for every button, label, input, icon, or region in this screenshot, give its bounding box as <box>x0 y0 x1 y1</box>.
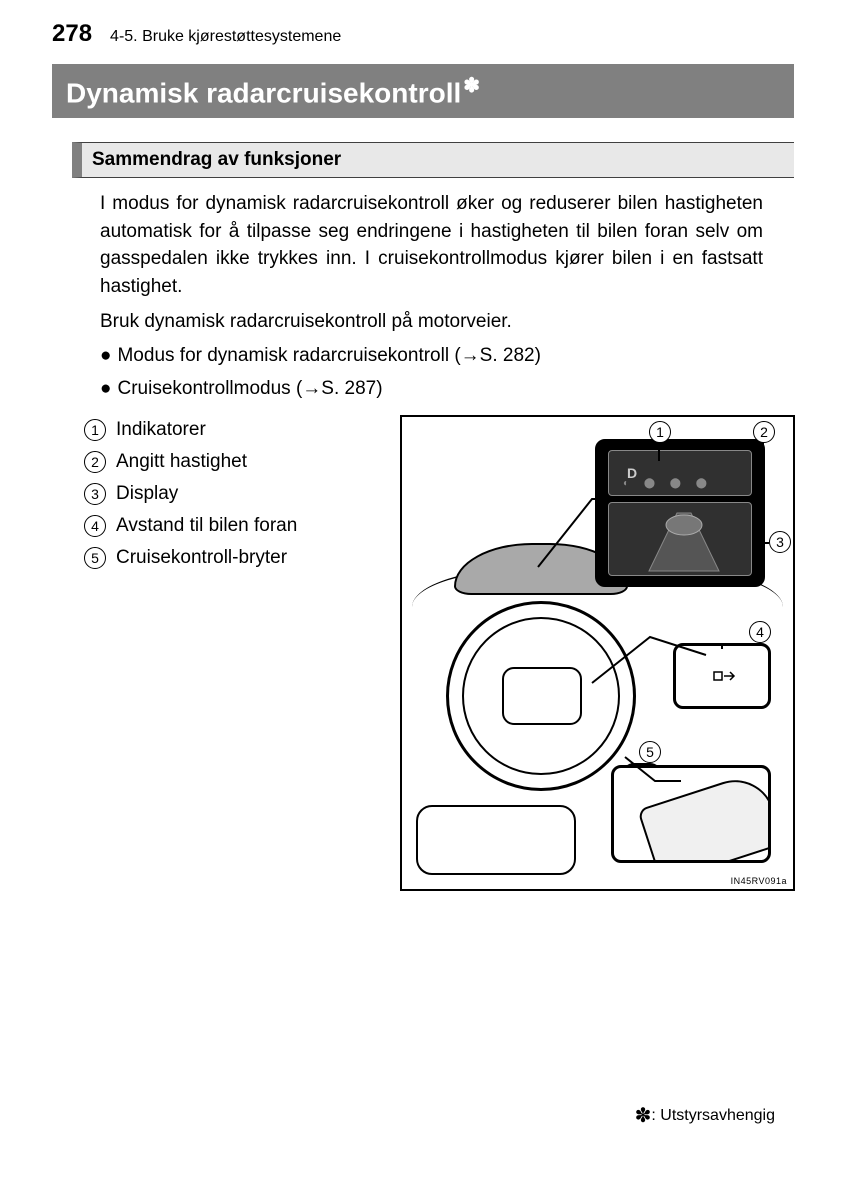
numbered-list: 1 Indikatorer 2 Angitt hastighet 3 Displ… <box>84 415 380 579</box>
callout-4: 4 <box>749 621 771 643</box>
bullet-item: ● Modus for dynamisk radarcruisekontroll… <box>100 342 763 370</box>
section-label: 4-5. Bruke kjørestøttesystemene <box>110 28 341 46</box>
list-item: 3 Display <box>84 483 380 505</box>
circled-number-icon: 4 <box>84 515 106 537</box>
title-main: Dynamisk radarcruisekontroll <box>66 77 461 108</box>
list-item: 5 Cruisekontroll-bryter <box>84 547 380 569</box>
list-item: 1 Indikatorer <box>84 419 380 441</box>
diagram: D ◐ ⬤ ⬤ ⬤ 1 2 3 4 <box>400 415 795 891</box>
list-item-label: Angitt hastighet <box>116 451 247 473</box>
callout-1: 1 <box>649 421 671 443</box>
steering-wheel-hub <box>502 667 582 725</box>
bullet-item: ● Cruisekontrollmodus (→S. 287) <box>100 375 763 403</box>
subsection-text: Sammendrag av funksjoner <box>92 149 341 170</box>
leader-line <box>532 493 642 573</box>
dash-icons: ◐ ⬤ ⬤ ⬤ <box>623 478 713 489</box>
list-item-label: Cruisekontroll-bryter <box>116 547 287 569</box>
list-item: 2 Angitt hastighet <box>84 451 380 473</box>
circled-number-icon: 3 <box>84 483 106 505</box>
page-header: 278 4-5. Bruke kjørestøttesystemene <box>0 0 847 48</box>
leader-line <box>590 635 710 691</box>
title-asterisk: ✽ <box>463 75 480 97</box>
callout-3: 3 <box>769 531 791 553</box>
leader-line <box>762 443 764 461</box>
leader-line <box>757 542 769 544</box>
bullet-icon: ● <box>100 342 111 370</box>
footnote-text: : Utstyrsavhengig <box>651 1107 775 1124</box>
callout-2: 2 <box>753 421 775 443</box>
diagram-code: IN45RV091a <box>731 876 787 886</box>
subsection-bar: Sammendrag av funksjoner <box>72 142 794 178</box>
intro-paragraph-2: Bruk dynamisk radarcruisekontroll på mot… <box>100 308 763 336</box>
list-item-label: Display <box>116 483 178 505</box>
bullet-icon: ● <box>100 375 111 403</box>
circled-number-icon: 5 <box>84 547 106 569</box>
leader-line <box>658 443 660 461</box>
display-top-row: D ◐ ⬤ ⬤ ⬤ <box>608 450 752 496</box>
list-item-label: Indikatorer <box>116 419 206 441</box>
bullet-text: Cruisekontrollmodus (→S. 287) <box>117 375 382 403</box>
circled-number-icon: 1 <box>84 419 106 441</box>
distance-icon <box>712 668 736 684</box>
leader-line <box>721 643 723 649</box>
page-number: 278 <box>52 20 92 48</box>
title-text: Dynamisk radarcruisekontroll✽ <box>66 73 480 109</box>
title-bar: Dynamisk radarcruisekontroll✽ <box>52 64 794 118</box>
intro-paragraph: I modus for dynamisk radarcruisekontroll… <box>100 190 763 300</box>
footnote: ✽: Utstyrsavhengig <box>635 1103 775 1128</box>
list-item-label: Avstand til bilen foran <box>116 515 297 537</box>
bullet-text: Modus for dynamisk radarcruisekontroll (… <box>117 342 540 370</box>
circled-number-icon: 2 <box>84 451 106 473</box>
list-item: 4 Avstand til bilen foran <box>84 515 380 537</box>
footnote-asterisk: ✽ <box>635 1105 652 1127</box>
content-columns: 1 Indikatorer 2 Angitt hastighet 3 Displ… <box>84 415 795 891</box>
seat-outline <box>416 805 576 875</box>
callout-5: 5 <box>639 741 661 763</box>
